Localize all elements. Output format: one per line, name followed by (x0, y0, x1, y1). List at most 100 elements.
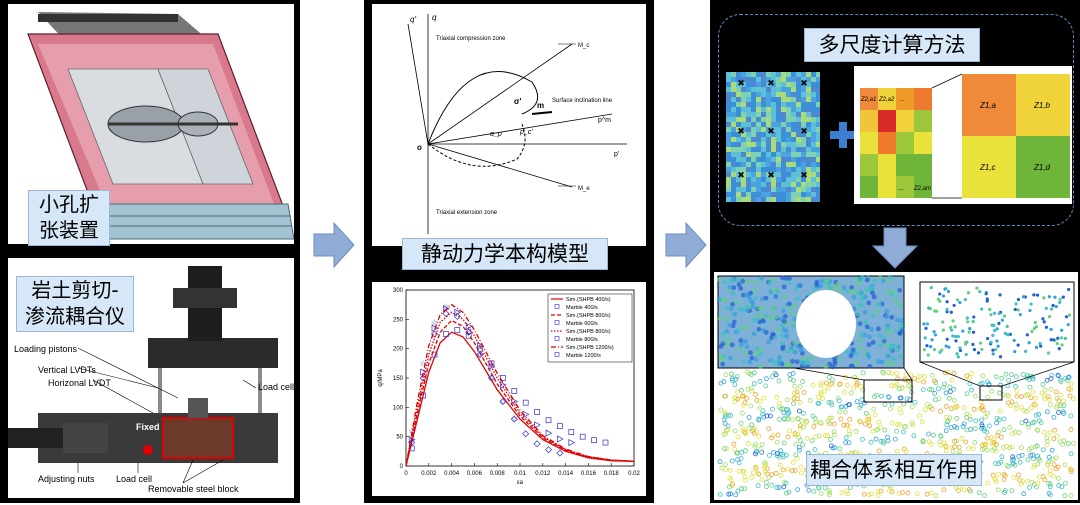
data-point (602, 439, 609, 446)
legend-entry: Sim.(SHPB 1200/s) (566, 345, 614, 351)
data-point (499, 397, 507, 405)
label-loading-pistons: Loading pistons (14, 344, 78, 354)
y-tick-label: 250 (393, 317, 404, 323)
hole-expansion-label: 小孔扩 张装置 (28, 190, 110, 246)
extension-zone-text: Triaxial extension zone (436, 210, 498, 216)
x-tick-label: 0.02 (628, 471, 640, 477)
data-point (465, 332, 472, 339)
me-label: M_e (578, 186, 590, 192)
multiscale-dashed-box (718, 14, 1074, 226)
legend-entry: Marble 600/s (566, 321, 598, 327)
data-point (568, 429, 575, 435)
legend-swatch (554, 352, 560, 357)
yield-surface-diagram: q' q Triaxial compression zone Triaxial … (372, 4, 646, 246)
y-tick-label: 300 (393, 288, 404, 294)
legend-box (547, 293, 633, 363)
y-tick-label: 100 (393, 405, 404, 411)
stress-strain-chart-svg: 0 0.002 0.004 0.006 0.008 0.01 0.012 0.014 0.016… (378, 288, 640, 486)
sigma-label: σ' (514, 97, 521, 106)
pm-label: p^m (598, 117, 611, 124)
data-point (557, 423, 563, 429)
data-point: ☆ (477, 350, 484, 359)
multiscale-label: 多尺度计算方法 (804, 28, 980, 62)
label-load-cell-right: Load cell (258, 382, 294, 392)
dash-label: .. (900, 96, 904, 103)
legend-swatch (554, 304, 560, 309)
coupling-simulation-drawing (716, 274, 1076, 499)
hole-expansion-label-line1: 小孔扩 (39, 192, 99, 216)
sample-point-icon: ✖ (737, 78, 745, 88)
sample-point-icon: ✖ (767, 170, 775, 180)
sample-point-icon: ✖ (800, 170, 808, 180)
legend-entry: Marble 800/s (566, 337, 598, 343)
multiscale-panel: 多尺度计算方法 ✖ ✖ ✖ ✖ ✖ ✖ ✖ ✖ ✖ Z2,a1 Z2,a2 .. ... Z2,… (710, 0, 1080, 503)
z1d-label: Z1,d (1033, 163, 1051, 172)
data-point (591, 437, 597, 444)
surface-inclination-text: Surface inclination line (552, 98, 613, 104)
z1c-label: Z1,c (979, 163, 996, 172)
z22-label: Z2,a2 (878, 97, 895, 103)
series-line (405, 303, 635, 467)
legend-swatch (554, 336, 560, 341)
legend-entry: Sim.(SHPB 400/s) (566, 297, 611, 303)
data-point (511, 388, 518, 394)
m-label: m (537, 101, 544, 110)
pc-label: p_c' (519, 129, 533, 136)
data-point: ☆ (420, 359, 427, 368)
x-tick-label: 0.018 (604, 471, 620, 477)
y-tick-label: 0 (400, 464, 404, 470)
sample-point-icon: ✖ (737, 126, 745, 136)
data-point (476, 351, 484, 359)
focus-box-right (979, 385, 1003, 401)
shear-seepage-label-line2: 渗流耦合仪 (25, 304, 125, 328)
label-vertical-lvdts: Vertical LVDTs (38, 365, 96, 375)
origin-label: o (417, 143, 422, 152)
data-point: ☆ (511, 415, 518, 424)
data-point (568, 438, 576, 447)
data-point (556, 449, 564, 457)
data-point (500, 381, 507, 389)
sample-point-icon: ✖ (800, 126, 808, 136)
alpha-label: α_p (490, 131, 502, 138)
data-point (522, 399, 529, 406)
data-point (545, 446, 552, 454)
data-point: ☆ (454, 308, 461, 317)
compression-zone-text: Triaxial compression zone (436, 36, 506, 42)
x-tick-label: 0.01 (514, 471, 526, 477)
y-axis-label: q/MPa (378, 369, 384, 387)
data-point (488, 374, 495, 382)
shear-apparatus-image: Loading pistons Vertical LVDTs Horizonal… (8, 258, 294, 498)
hole (796, 290, 856, 358)
x-tick-label: 0.006 (467, 471, 483, 477)
legend-entry: Marble 1200/s (566, 353, 601, 359)
focus-box-left (863, 379, 913, 403)
yield-surface-drawing: q' q Triaxial compression zone Triaxial … (407, 13, 627, 234)
data-point (431, 324, 439, 332)
x-tick-label: 0.014 (558, 471, 574, 477)
z21-label: Z2,a1 (860, 97, 876, 103)
label-horizontal-lvdt: Horizonal LVDT (48, 378, 111, 388)
x-axis-label: εa (517, 480, 524, 486)
series-line (405, 319, 635, 467)
data-point (545, 429, 553, 437)
z1b-label: Z1,b (1033, 101, 1051, 110)
scale-grid-drawing: Z2,a1 Z2,a2 .. ... Z2,am Z1,a Z1,b Z1,c … (860, 73, 1070, 199)
label-load-cell-bottom: Load cell (116, 474, 152, 484)
dots-label: ... (898, 185, 904, 192)
y-tick-label: 200 (393, 347, 404, 353)
data-point (522, 430, 530, 438)
shear-seepage-label: 岩土剪切- 渗流耦合仪 (16, 276, 134, 332)
data-point: ☆ (442, 302, 449, 311)
mc-label: M_c (578, 43, 589, 49)
legend-entry: Marble 400/s (566, 305, 598, 311)
shear-apparatus-drawing: Loading pistons Vertical LVDTs Horizonal… (8, 266, 294, 494)
sample-point-icon: ✖ (800, 78, 808, 88)
z2am-label: Z2,am (913, 186, 931, 192)
scale-grid-panel: Z2,a1 Z2,a2 .. ... Z2,am Z1,a Z1,b Z1,c … (854, 66, 1072, 204)
apparatus-panel: 小孔扩 张装置 Loading pistons Vertical LVD (0, 0, 300, 503)
data-point (465, 328, 473, 336)
hole-expansion-label-line2: 张装置 (39, 218, 99, 242)
arrow-right-icon (313, 221, 355, 269)
stress-strain-chart: 0 0.002 0.004 0.006 0.008 0.01 0.012 0.014 0.016… (372, 282, 646, 496)
data-point (408, 436, 416, 444)
